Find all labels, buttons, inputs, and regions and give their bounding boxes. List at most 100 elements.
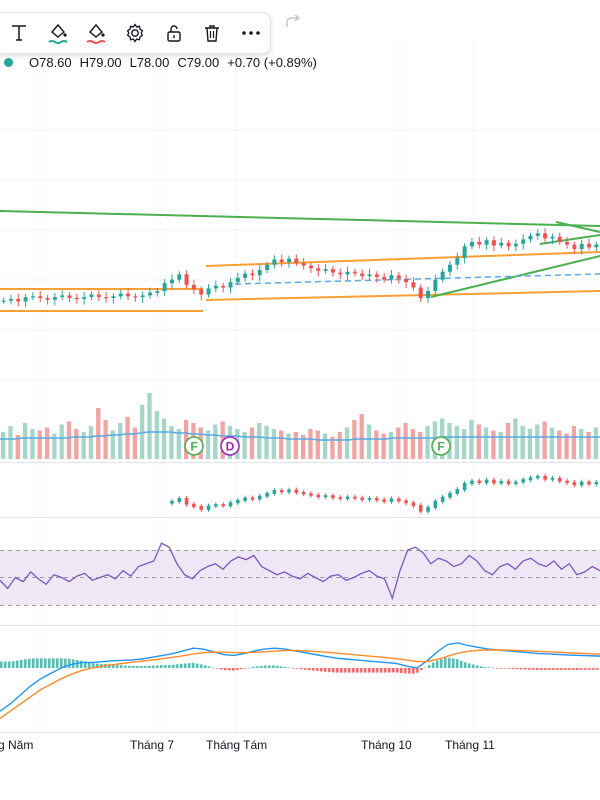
macd-hist-bar bbox=[172, 664, 175, 668]
macd-hist-bar bbox=[52, 658, 55, 668]
macd-hist-bar bbox=[388, 668, 391, 673]
secondary-candle-body bbox=[360, 497, 364, 500]
macd-hist-bar bbox=[148, 665, 151, 668]
macd-hist-bar bbox=[444, 657, 447, 668]
volume-bar bbox=[183, 420, 189, 459]
candle bbox=[265, 261, 270, 274]
macd-hist-bar bbox=[284, 666, 287, 668]
volume-bar bbox=[476, 424, 481, 459]
macd-hist-bar bbox=[588, 668, 591, 670]
macd-hist-bar bbox=[140, 666, 143, 668]
volume-bar bbox=[30, 429, 35, 459]
macd-hist-bar bbox=[596, 668, 599, 670]
candle bbox=[52, 293, 57, 306]
macd-hist-bar bbox=[180, 663, 183, 668]
volume-bar bbox=[15, 435, 20, 459]
volume-bar bbox=[461, 429, 467, 459]
macd-hist-bar bbox=[288, 667, 291, 669]
secondary-candle-body bbox=[316, 494, 321, 498]
candle bbox=[594, 241, 599, 252]
macd-hist-bar bbox=[500, 668, 503, 669]
candle bbox=[396, 272, 401, 284]
macd-hist-bar bbox=[480, 666, 483, 668]
candle bbox=[228, 278, 233, 294]
macd-hist-bar bbox=[380, 668, 383, 673]
macd-hist-bar bbox=[160, 665, 163, 668]
secondary-candle-body bbox=[521, 479, 525, 483]
volume-bar bbox=[491, 430, 496, 459]
secondary-candle-body bbox=[557, 477, 562, 482]
lock-button[interactable] bbox=[154, 13, 193, 53]
fill-color-button[interactable] bbox=[39, 13, 78, 53]
candle bbox=[30, 292, 35, 301]
volume-bar bbox=[483, 427, 489, 459]
macd-hist-bar bbox=[188, 663, 191, 668]
delete-button[interactable] bbox=[193, 13, 232, 53]
macd-hist-bar bbox=[528, 668, 531, 670]
macd-hist-bar bbox=[108, 664, 111, 668]
volume-bar bbox=[169, 426, 174, 459]
volume-bar bbox=[66, 421, 72, 459]
candle bbox=[418, 284, 423, 302]
volume-bar bbox=[118, 423, 123, 459]
volume-bar bbox=[125, 417, 130, 459]
macd-hist-bar bbox=[516, 668, 519, 670]
volume-bar bbox=[59, 424, 64, 459]
candle bbox=[148, 287, 152, 299]
candle bbox=[521, 234, 526, 250]
macd-hist-bar bbox=[332, 668, 335, 673]
candlestick-series[interactable] bbox=[1, 228, 599, 308]
candle bbox=[74, 293, 79, 304]
candle bbox=[67, 292, 72, 302]
volume-bar bbox=[147, 393, 152, 459]
event-marker[interactable]: D bbox=[220, 436, 240, 456]
macd-hist-bar bbox=[252, 666, 255, 668]
volume-bar bbox=[242, 432, 247, 459]
macd-hist-bar bbox=[504, 668, 507, 669]
macd-hist-bar bbox=[216, 668, 219, 669]
macd-hist-bar bbox=[280, 666, 283, 668]
volume-bar bbox=[1, 432, 6, 459]
volume-bar bbox=[176, 429, 181, 459]
candle bbox=[572, 241, 577, 254]
line-color-button[interactable] bbox=[77, 13, 116, 53]
secondary-candle-body bbox=[228, 502, 233, 507]
volume-bar bbox=[279, 430, 284, 459]
more-options-button[interactable] bbox=[231, 13, 270, 53]
macd-hist-bar bbox=[384, 668, 387, 673]
macd-hist-bar bbox=[304, 668, 307, 670]
macd-hist-bar bbox=[296, 668, 299, 669]
volume-bar bbox=[213, 424, 218, 459]
macd-hist-bar bbox=[120, 665, 123, 668]
macd-hist-bar bbox=[144, 665, 147, 668]
candle bbox=[330, 266, 335, 277]
macd-hist-bar bbox=[28, 658, 31, 668]
macd-hist-bar bbox=[404, 668, 407, 674]
macd-hist-bar bbox=[536, 668, 539, 670]
secondary-candle-body bbox=[396, 498, 401, 502]
settings-button[interactable] bbox=[116, 13, 155, 53]
event-marker[interactable]: F bbox=[431, 436, 451, 456]
macd-hist-bar bbox=[520, 668, 523, 670]
drawing-objects[interactable] bbox=[0, 210, 600, 312]
volume-bar bbox=[513, 418, 518, 459]
macd-hist-bar bbox=[40, 658, 43, 668]
text-tool-button[interactable] bbox=[0, 13, 39, 53]
secondary-candle-body bbox=[572, 482, 577, 486]
candle bbox=[45, 294, 50, 305]
secondary-candle-body bbox=[221, 504, 225, 507]
redo-arrow-icon[interactable] bbox=[283, 14, 303, 30]
candle bbox=[206, 284, 211, 298]
volume-bar bbox=[454, 426, 459, 459]
macd-hist-bar bbox=[20, 659, 23, 668]
more-options-icon bbox=[241, 31, 260, 35]
macd-hist-bar bbox=[12, 661, 15, 668]
secondary-candle-body bbox=[389, 498, 394, 502]
candle bbox=[287, 255, 292, 268]
volume-bar bbox=[542, 421, 547, 459]
event-marker[interactable]: F bbox=[184, 436, 204, 456]
secondary-candle-body bbox=[579, 481, 584, 486]
macd-hist-bar bbox=[152, 665, 155, 668]
